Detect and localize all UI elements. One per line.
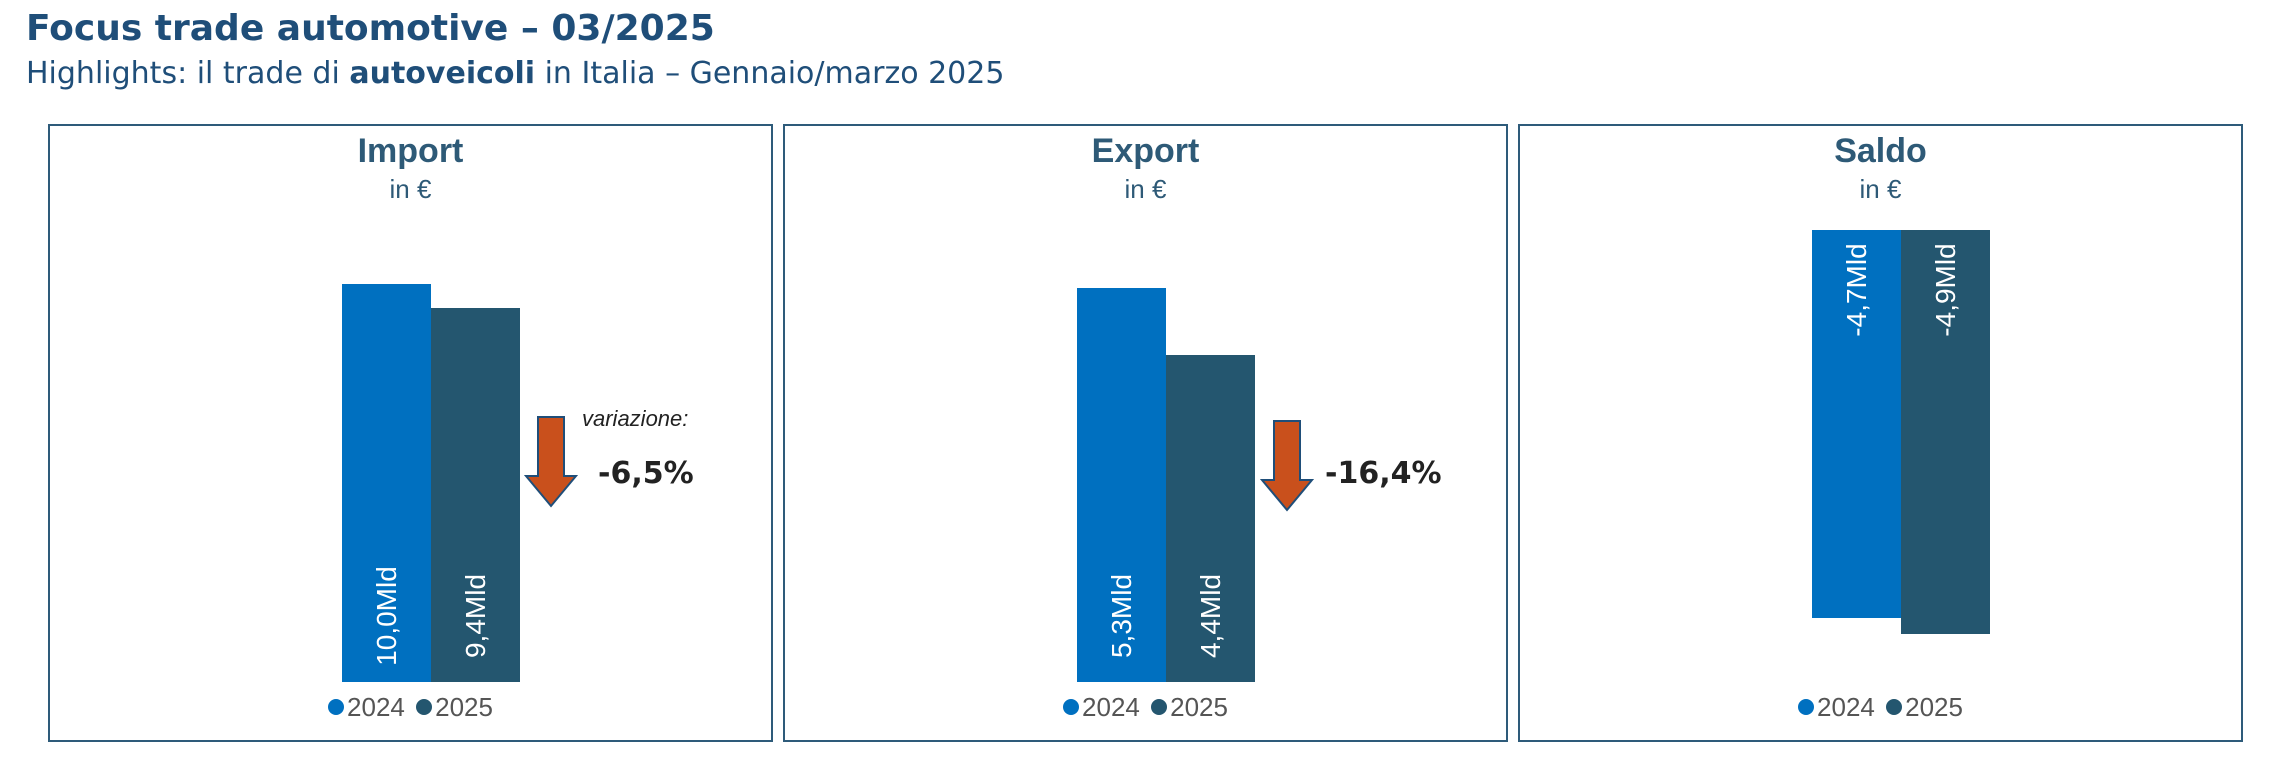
legend-item-2024: 2024: [328, 692, 405, 723]
import-bar-label-2024: 10,0Mld: [370, 566, 402, 666]
legend-item-2025: 2025: [1151, 692, 1228, 723]
saldo-chart-title: Saldo: [1834, 132, 1927, 170]
down-arrow-icon: [524, 416, 578, 508]
legend-item-2025: 2025: [416, 692, 493, 723]
saldo-bar-2025: -4,9Mld: [1901, 230, 1990, 635]
export-variation-value: -16,4%: [1325, 456, 1442, 491]
legend-label-2024: 2024: [1817, 692, 1875, 722]
import-chart-title: Import: [357, 132, 464, 170]
import-legend: 2024 2025: [50, 692, 771, 723]
export-chart-panel: Export in € -16,4% 2024 2025 5,3Mld 4,4Ml…: [783, 124, 1508, 742]
export-bar-label-2025: 4,4Mld: [1194, 573, 1226, 659]
saldo-chart-unit: in €: [1859, 174, 1902, 204]
saldo-bar-label-2025: -4,9Mld: [1929, 243, 1961, 337]
legend-swatch-2025: [1886, 699, 1903, 716]
import-bar-label-2025: 9,4Mld: [459, 573, 491, 659]
import-bar-2024: 10,0Mld: [342, 284, 431, 682]
import-chart-unit: in €: [389, 174, 432, 204]
legend-swatch-2024: [1798, 699, 1815, 716]
subtitle-suffix: in Italia – Gennaio/marzo 2025: [535, 56, 1005, 91]
down-arrow-icon: [1260, 420, 1314, 512]
saldo-bar-2024: -4,7Mld: [1812, 230, 1901, 618]
legend-swatch-2025: [416, 699, 433, 716]
legend-item-2024: 2024: [1798, 692, 1875, 723]
legend-label-2024: 2024: [347, 692, 405, 722]
subtitle-prefix: Highlights: il trade di: [26, 56, 350, 91]
legend-label-2025: 2025: [435, 692, 493, 722]
subtitle-highlight: autoveicoli: [349, 56, 536, 91]
saldo-bar-label-2024: -4,7Mld: [1840, 243, 1872, 337]
page-subtitle: Highlights: il trade di autoveicoli in I…: [26, 56, 1004, 91]
legend-swatch-2024: [1063, 699, 1080, 716]
saldo-chart-panel: Saldo in € 2024 2025 -4,7Mld -4,9Mld: [1518, 124, 2243, 742]
legend-item-2024: 2024: [1063, 692, 1140, 723]
export-bar-2024: 5,3Mld: [1077, 288, 1166, 682]
export-bar-2025: 4,4Mld: [1166, 355, 1255, 682]
legend-label-2025: 2025: [1905, 692, 1963, 722]
page-title: Focus trade automotive – 03/2025: [26, 8, 715, 49]
legend-label-2025: 2025: [1170, 692, 1228, 722]
import-variation-value: -6,5%: [598, 456, 694, 491]
legend-swatch-2025: [1151, 699, 1168, 716]
legend-label-2024: 2024: [1082, 692, 1140, 722]
variation-label: variazione:: [582, 406, 689, 431]
saldo-legend: 2024 2025: [1520, 692, 2241, 723]
export-chart-unit: in €: [1124, 174, 1167, 204]
export-legend: 2024 2025: [785, 692, 1506, 723]
import-bar-2025: 9,4Mld: [431, 307, 520, 682]
export-bar-label-2024: 5,3Mld: [1105, 573, 1137, 659]
legend-item-2025: 2025: [1886, 692, 1963, 723]
legend-swatch-2024: [328, 699, 345, 716]
import-chart-panel: Import in € variazione: -6,5% 2024 2025 …: [48, 124, 773, 742]
export-chart-title: Export: [1091, 132, 1200, 170]
